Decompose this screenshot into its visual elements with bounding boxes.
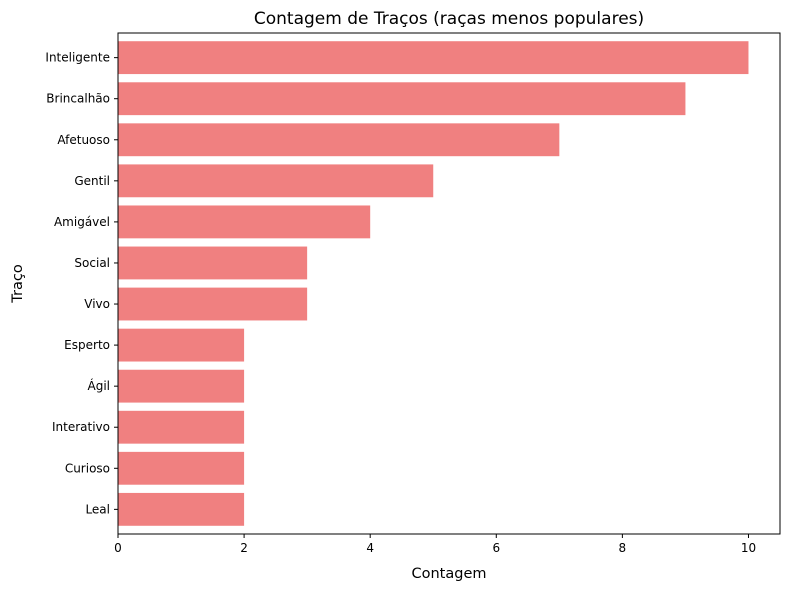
y-tick-label: Leal [85,502,110,516]
y-tick-label: Ágil [88,378,111,393]
y-tick-label: Gentil [74,174,110,188]
bars-group [118,41,749,526]
y-tick-label: Social [74,256,110,270]
x-tick-label: 0 [114,541,122,555]
x-tick-label: 10 [741,541,756,555]
y-tick-label: Interativo [52,420,110,434]
x-axis-ticks: 0 2 4 6 8 10 [114,534,756,555]
bar-2 [118,123,560,157]
bar-3 [118,164,434,198]
y-tick-label: Brincalhão [46,92,110,106]
y-tick-label: Afetuoso [57,133,110,147]
y-axis-label: Traço [10,264,26,304]
bar-5 [118,246,308,280]
plot-frame [117,32,781,535]
bar-0 [118,41,749,75]
bar-9 [118,410,245,444]
bar-10 [118,451,245,485]
chart-title: Contagem de Traços (raças menos populare… [254,9,644,29]
y-tick-label: Vivo [84,297,110,311]
bar-11 [118,492,245,526]
x-tick-label: 2 [240,541,248,555]
y-axis-ticks: Inteligente Brincalhão Afetuoso Gentil Amigá… [45,51,118,516]
y-tick-label: Inteligente [45,51,110,65]
x-axis-label: Contagem [411,566,486,582]
y-tick-label: Curioso [65,461,110,475]
bar-7 [118,328,245,362]
y-tick-label: Esperto [64,338,110,352]
x-tick-label: 6 [492,541,500,555]
x-tick-label: 8 [619,541,627,555]
bar-8 [118,369,245,403]
bar-6 [118,287,308,321]
bar-4 [118,205,371,239]
y-tick-label: Amigável [54,215,110,229]
bar-1 [118,82,686,116]
x-tick-label: 4 [366,541,374,555]
